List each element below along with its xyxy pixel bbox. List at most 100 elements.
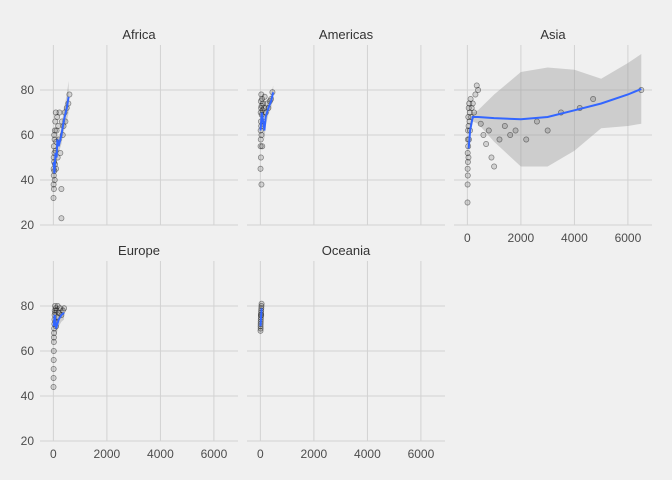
panel-africa: Africa 20 40 60 80	[21, 27, 238, 232]
x-tick-label: 4000	[147, 447, 174, 461]
data-point	[467, 96, 474, 102]
data-point	[51, 132, 58, 138]
data-point	[53, 307, 60, 314]
facet-label: Oceania	[322, 243, 371, 258]
data-point	[468, 105, 475, 111]
data-point	[471, 109, 478, 116]
data-point	[257, 136, 264, 143]
data-point	[55, 123, 62, 129]
data-point	[485, 127, 492, 134]
data-point	[501, 123, 508, 129]
data-point	[50, 375, 57, 381]
data-point	[50, 181, 57, 188]
data-point	[464, 159, 471, 165]
data-point	[52, 305, 59, 312]
y-tick-label: 60	[21, 344, 35, 358]
data-point	[475, 87, 482, 93]
facet-label: Americas	[319, 27, 374, 42]
data-point	[258, 105, 264, 111]
data-point	[51, 330, 57, 336]
data-point	[258, 102, 265, 109]
data-point	[50, 186, 57, 192]
data-point	[465, 114, 472, 120]
smooth-line	[259, 308, 263, 327]
panel-oceania: Oceania 0 2000 4000 6000	[247, 243, 445, 461]
data-point	[469, 100, 476, 107]
y-tick-label: 20	[21, 434, 35, 448]
x-tick-label: 6000	[408, 447, 435, 461]
data-point	[261, 105, 268, 111]
data-point	[56, 109, 63, 116]
facet-label: Africa	[122, 27, 156, 42]
data-point	[488, 154, 495, 161]
data-point	[58, 215, 65, 222]
data-point	[55, 309, 62, 316]
data-point	[257, 165, 264, 172]
data-point	[483, 141, 490, 147]
data-point	[52, 109, 59, 116]
data-point	[258, 132, 265, 138]
x-tick-label: 4000	[354, 447, 381, 461]
data-point	[52, 118, 59, 125]
data-point	[496, 136, 503, 143]
data-point	[464, 165, 471, 172]
data-point	[50, 339, 57, 345]
confidence-band	[468, 54, 642, 167]
x-tick-label: 4000	[561, 231, 588, 245]
data-point	[477, 120, 484, 127]
data-point	[533, 118, 540, 125]
data-point	[544, 127, 551, 134]
x-tick-label: 0	[464, 231, 471, 245]
panel-asia: Asia 0 2000 4000 6000	[454, 27, 652, 245]
x-tick-label: 2000	[508, 231, 535, 245]
data-point	[58, 186, 65, 192]
data-point	[53, 127, 60, 134]
x-tick-label: 6000	[201, 447, 228, 461]
data-point	[57, 305, 64, 312]
x-tick-label: 2000	[301, 447, 328, 461]
data-point	[472, 91, 479, 98]
data-point	[66, 91, 73, 98]
data-point	[50, 195, 57, 201]
data-point	[257, 98, 264, 105]
data-point	[51, 307, 58, 314]
panel-europe: Europe 20 40 60 80 0 2000 4000 6000	[21, 243, 238, 461]
data-point	[259, 143, 266, 150]
data-point	[465, 105, 472, 111]
data-point	[507, 132, 514, 138]
y-tick-label: 80	[21, 299, 35, 313]
data-point	[51, 177, 58, 183]
data-point	[50, 366, 57, 372]
data-point	[50, 384, 57, 390]
x-tick-label: 0	[50, 447, 57, 461]
data-point	[466, 100, 473, 107]
data-point	[57, 150, 64, 156]
data-point	[257, 325, 264, 332]
data-point	[258, 300, 265, 307]
data-point	[512, 127, 519, 134]
data-point	[491, 163, 498, 170]
data-point	[464, 150, 471, 156]
data-point	[258, 181, 265, 188]
data-point	[257, 154, 264, 161]
y-tick-label: 80	[21, 83, 35, 97]
data-point	[258, 91, 265, 98]
data-point	[50, 334, 57, 341]
data-point	[260, 100, 267, 107]
data-point	[480, 132, 487, 138]
data-point	[473, 82, 480, 89]
data-point	[257, 327, 264, 334]
panel-americas: Americas	[247, 27, 445, 226]
data-point	[259, 96, 265, 102]
smooth-line	[52, 312, 65, 329]
facet-label: Europe	[118, 243, 160, 258]
data-point	[464, 181, 471, 188]
x-tick-label: 0	[257, 447, 264, 461]
data-point	[464, 199, 471, 206]
y-tick-label: 40	[21, 389, 35, 403]
data-point	[590, 96, 597, 102]
facet-label: Asia	[540, 27, 566, 42]
data-point	[466, 109, 473, 116]
smooth-line	[467, 87, 642, 149]
data-point	[465, 154, 472, 161]
